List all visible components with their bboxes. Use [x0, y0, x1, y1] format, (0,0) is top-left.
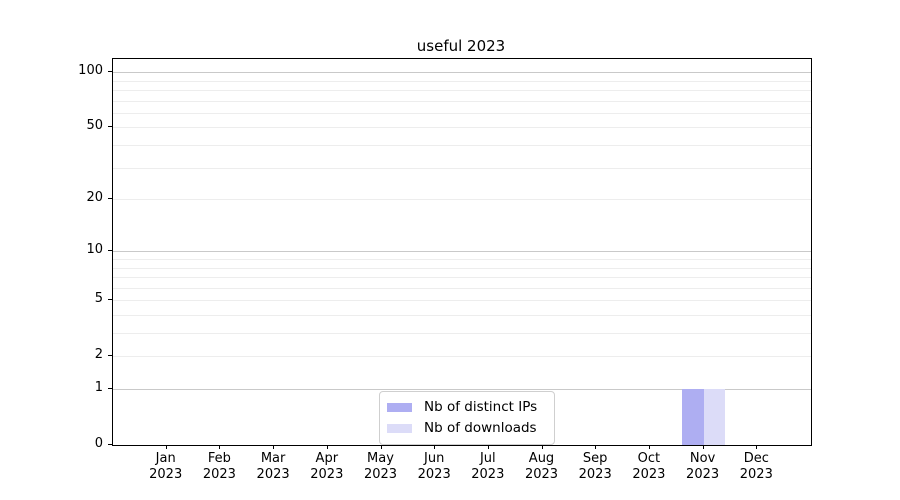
x-tick-mark	[434, 445, 436, 449]
minor-gridline	[113, 127, 811, 129]
minor-gridline	[113, 259, 811, 260]
y-tick-label: 10	[86, 242, 103, 258]
minor-gridline	[113, 80, 811, 82]
x-tick-label: Feb 2023	[202, 451, 236, 482]
y-tick-mark	[108, 71, 112, 73]
x-tick-label: Jan 2023	[149, 451, 183, 482]
x-tick-mark	[756, 445, 758, 449]
x-tick-mark	[702, 445, 704, 449]
y-tick-label: 2	[94, 347, 103, 363]
y-tick-label: 20	[86, 190, 103, 206]
major-gridline	[113, 389, 811, 390]
x-tick-mark	[648, 445, 650, 449]
minor-gridline	[113, 267, 811, 269]
y-tick-mark	[108, 198, 112, 200]
x-tick-mark	[326, 445, 328, 449]
major-gridline	[113, 72, 811, 74]
y-tick-label: 1	[94, 380, 103, 395]
minor-gridline	[113, 315, 811, 316]
chart-title: useful 2023	[416, 37, 506, 55]
legend-item: Nb of distinct IPs	[387, 397, 545, 418]
x-tick-mark	[273, 445, 275, 449]
x-tick-label: May 2023	[363, 451, 398, 482]
x-tick-label: Mar 2023	[256, 451, 290, 482]
minor-gridline	[113, 113, 811, 114]
major-gridline	[113, 251, 811, 253]
legend-swatch	[387, 424, 412, 433]
y-tick-mark	[108, 444, 112, 445]
legend-swatch	[387, 403, 412, 412]
x-tick-mark	[380, 445, 382, 449]
legend: Nb of distinct IPs Nb of downloads	[379, 391, 555, 445]
bar-nb-of-downloads	[703, 389, 726, 445]
minor-gridline	[113, 356, 811, 358]
x-tick-mark	[165, 445, 167, 449]
y-tick-label: 100	[78, 63, 103, 79]
x-tick-mark	[219, 445, 221, 449]
x-tick-mark	[487, 445, 489, 449]
x-tick-mark	[541, 445, 543, 449]
x-tick-label: Dec 2023	[739, 451, 773, 482]
minor-gridline	[113, 90, 811, 92]
y-tick-label: 5	[94, 291, 103, 307]
y-tick-mark	[108, 355, 112, 357]
x-tick-label: Sep 2023	[578, 451, 612, 482]
legend-item: Nb of downloads	[387, 418, 545, 439]
minor-gridline	[113, 167, 811, 169]
legend-label: Nb of downloads	[424, 420, 537, 436]
minor-gridline	[113, 100, 811, 102]
minor-gridline	[113, 287, 811, 289]
bar-nb-of-distinct-ips	[682, 389, 704, 445]
x-tick-label: Apr 2023	[310, 451, 344, 482]
x-tick-label: Aug 2023	[524, 451, 559, 482]
minor-gridline	[113, 277, 811, 278]
minor-gridline	[113, 199, 811, 201]
minor-gridline	[113, 300, 811, 302]
x-tick-label: Jul 2023	[471, 451, 505, 482]
x-tick-mark	[595, 445, 597, 449]
minor-gridline	[113, 145, 811, 147]
legend-label: Nb of distinct IPs	[424, 399, 538, 415]
y-tick-mark	[108, 299, 112, 301]
x-tick-label: Jun 2023	[417, 451, 451, 482]
y-tick-mark	[108, 250, 112, 252]
x-tick-label: Oct 2023	[632, 451, 666, 482]
x-tick-label: Nov 2023	[686, 451, 720, 482]
plot-area: Nb of distinct IPs Nb of downloads	[112, 58, 812, 446]
y-tick-label: 0	[94, 436, 103, 451]
y-tick-mark	[108, 388, 112, 389]
y-tick-mark	[108, 126, 112, 128]
y-tick-label: 50	[86, 118, 103, 134]
minor-gridline	[113, 333, 811, 334]
